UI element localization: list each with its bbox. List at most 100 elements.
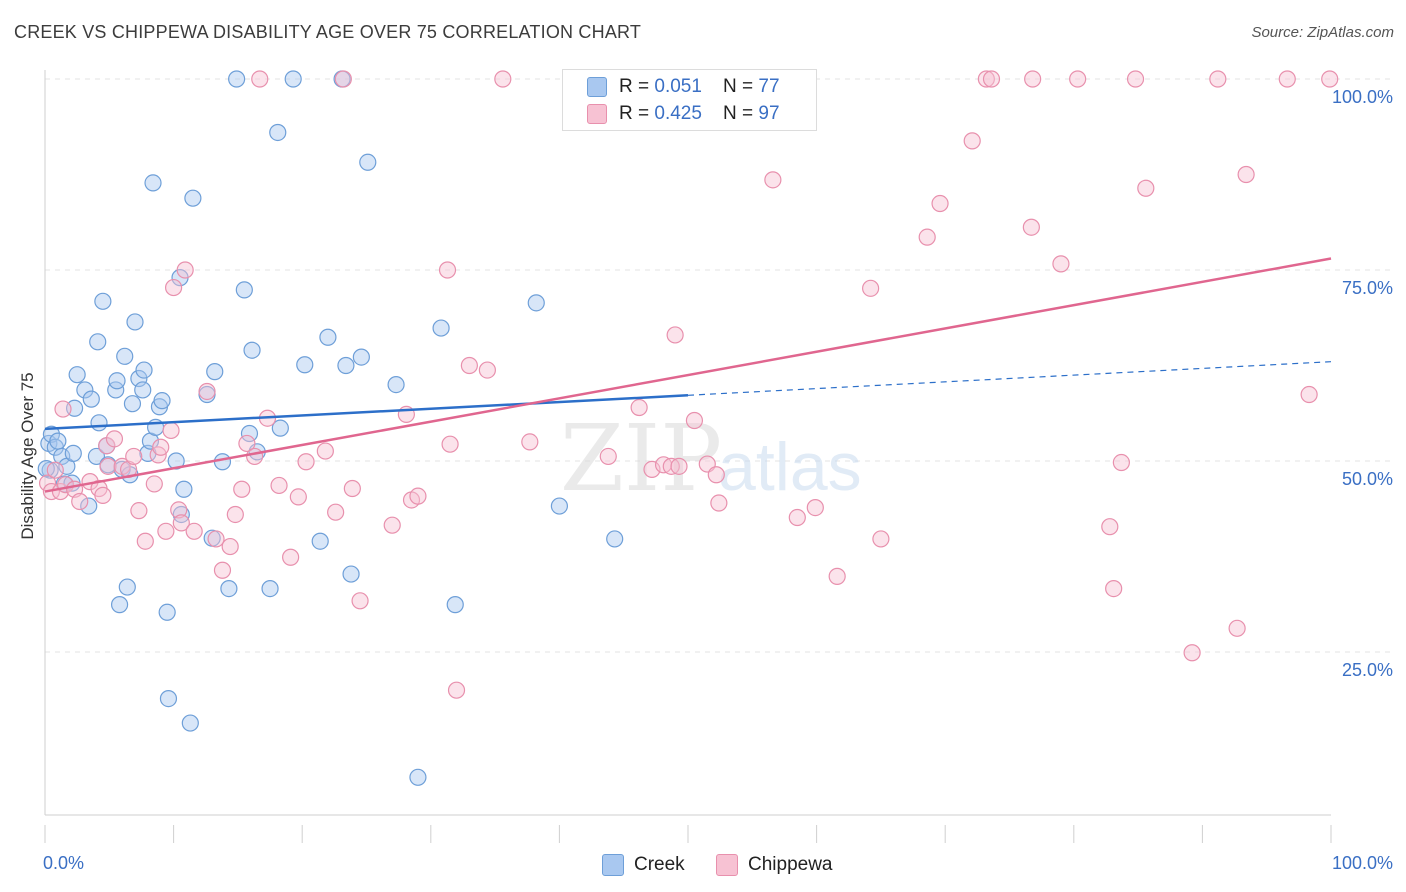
creek-point-74 (550, 497, 569, 515)
chippewa-point-93 (1237, 165, 1255, 184)
chippewa-point-64 (666, 326, 684, 344)
creek-point-65 (337, 356, 355, 375)
chippewa-point-94 (1278, 70, 1296, 88)
chart-title: CREEK VS CHIPPEWA DISABILITY AGE OVER 75… (14, 22, 642, 42)
chippewa-point-85 (1101, 518, 1119, 536)
creek-point-54 (240, 424, 259, 443)
creek-point-62 (311, 532, 329, 550)
creek-point-75 (606, 530, 624, 548)
x-tick-label-100: 100.0% (1332, 853, 1393, 873)
chippewa-point-74 (862, 279, 880, 297)
creek-point-29 (126, 313, 144, 331)
chippewa-point-10 (94, 486, 112, 504)
creek-point-59 (271, 419, 289, 437)
chippewa-point-29 (198, 382, 216, 401)
creek-point-11 (68, 366, 86, 384)
creek-point-44 (175, 480, 193, 498)
chippewa-point-39 (270, 476, 288, 495)
chippewa-r-value: 0.425 (654, 103, 702, 124)
creek-point-61 (296, 356, 314, 374)
legend-creek-swatch (602, 854, 624, 876)
creek-n-value: 77 (758, 76, 780, 97)
creek-point-23 (110, 596, 129, 614)
chippewa-point-30 (207, 530, 225, 548)
creek-point-40 (159, 690, 178, 708)
chippewa-point-40 (282, 548, 300, 566)
chippewa-point-90 (1183, 644, 1201, 662)
chippewa-point-88 (1126, 70, 1145, 88)
tick-labels: 25.0% 50.0% 75.0% 100.0% 0.0% 100.0% (43, 87, 1393, 873)
chippewa-point-13 (105, 430, 124, 448)
creek-point-14 (82, 390, 100, 408)
y-tick-label-100: 100.0% (1332, 87, 1393, 107)
chippewa-point-42 (297, 453, 315, 471)
chippewa-point-41 (289, 488, 307, 506)
creek-point-26 (118, 578, 136, 596)
chippewa-point-84 (1069, 70, 1087, 88)
chippewa-point-52 (438, 261, 457, 279)
chippewa-point-76 (918, 228, 936, 246)
chippewa-point-58 (521, 433, 539, 451)
creek-point-31 (134, 381, 152, 399)
creek-point-35 (144, 174, 162, 192)
creek-point-49 (206, 363, 224, 381)
creek-point-68 (359, 153, 377, 171)
creek-point-46 (184, 189, 202, 207)
chippewa-point-80 (982, 70, 1001, 88)
chippewa-point-36 (246, 447, 264, 466)
chippewa-point-89 (1137, 179, 1155, 197)
chippewa-point-54 (447, 681, 466, 699)
watermark-atlas: atlas (718, 429, 862, 505)
creek-point-13 (80, 497, 98, 515)
chippewa-points (38, 70, 1339, 699)
creek-point-70 (409, 768, 427, 786)
chippewa-point-33 (226, 505, 244, 524)
chippewa-point-21 (152, 438, 170, 456)
grid-layer (45, 78, 1395, 653)
creek-points (37, 70, 624, 786)
chippewa-point-45 (334, 70, 352, 88)
creek-point-66 (342, 565, 360, 583)
creek-point-57 (261, 579, 279, 598)
creek-n-label: N = (723, 76, 759, 97)
chippewa-point-59 (599, 447, 617, 466)
chippewa-point-32 (221, 537, 239, 556)
creek-point-45 (181, 714, 199, 732)
creek-r-label: R = (619, 76, 655, 97)
creek-point-2 (42, 425, 61, 443)
creek-trend-line-extended (687, 361, 1332, 396)
source-note: Source: ZipAtlas.com (1251, 24, 1394, 41)
chippewa-point-81 (1022, 218, 1040, 236)
chippewa-point-75 (872, 530, 890, 548)
chippewa-point-55 (460, 356, 478, 375)
chippewa-r-label: R = (619, 103, 655, 124)
creek-swatch (587, 77, 607, 97)
chippewa-trend-line (44, 257, 1332, 493)
axis-layer (44, 70, 1332, 843)
creek-point-16 (89, 333, 107, 351)
chippewa-point-82 (1024, 70, 1042, 88)
creek-point-22 (108, 372, 126, 390)
chippewa-point-86 (1105, 579, 1123, 598)
chippewa-point-16 (125, 447, 143, 466)
chippewa-point-87 (1112, 453, 1130, 472)
chippewa-point-56 (478, 361, 496, 379)
creek-point-32 (135, 361, 153, 379)
creek-point-71 (432, 319, 450, 337)
creek-point-18 (94, 292, 112, 310)
y-tick-label-75: 75.0% (1342, 278, 1393, 298)
series-legend: Creek Chippewa (0, 852, 1406, 878)
creek-r-value: 0.051 (654, 76, 702, 97)
chippewa-point-79 (977, 70, 995, 88)
creek-point-38 (153, 392, 171, 410)
creek-point-9 (64, 444, 82, 462)
creek-point-39 (158, 603, 176, 621)
creek-point-28 (123, 395, 142, 413)
creek-trend-line (44, 394, 689, 431)
creek-point-55 (243, 341, 261, 359)
chippewa-point-57 (494, 70, 512, 88)
trend-lines (44, 257, 1332, 493)
x-tick-label-0: 0.0% (43, 853, 84, 873)
chippewa-point-47 (351, 592, 369, 610)
chippewa-point-2 (46, 461, 64, 479)
